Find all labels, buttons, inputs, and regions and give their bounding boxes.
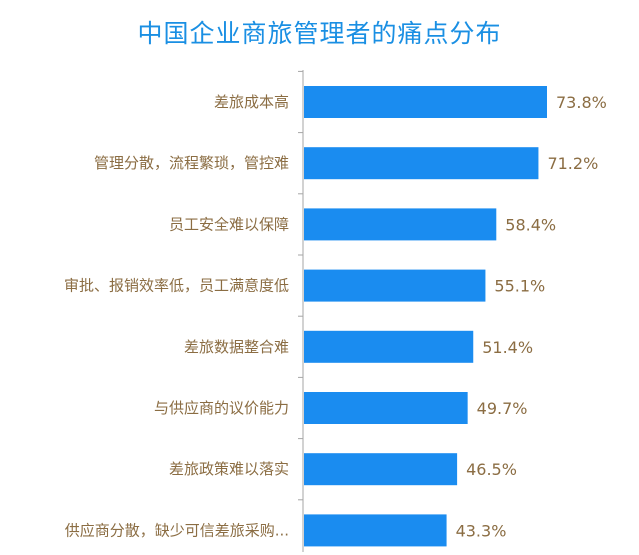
category-label: 审批、报销效率低，员工满意度低 (64, 277, 289, 295)
bar (304, 453, 458, 486)
category-label: 差旅数据整合难 (184, 338, 289, 356)
bar (304, 514, 447, 547)
category-label: 管理分散，流程繁琐，管控难 (94, 154, 289, 172)
value-label: 55.1% (494, 277, 545, 296)
value-label: 49.7% (477, 399, 528, 418)
category-label: 员工安全难以保障 (169, 215, 289, 233)
value-label: 71.2% (547, 154, 598, 173)
value-label: 43.3% (456, 521, 507, 540)
value-label: 51.4% (482, 338, 533, 357)
bar (304, 269, 486, 302)
value-label: 73.8% (556, 93, 607, 112)
category-label: 差旅政策难以落实 (169, 460, 289, 478)
value-label: 58.4% (505, 215, 556, 234)
bar (304, 147, 539, 180)
category-label: 与供应商的议价能力 (154, 399, 289, 417)
value-label: 46.5% (466, 460, 517, 479)
bar (304, 208, 497, 241)
category-label: 差旅成本高 (214, 93, 289, 111)
bar (304, 330, 474, 363)
chart-title: 中国企业商旅管理者的痛点分布 (137, 19, 502, 48)
bar (304, 86, 547, 118)
bar (304, 392, 468, 424)
category-label: 供应商分散，缺少可信差旅采购... (65, 521, 289, 539)
